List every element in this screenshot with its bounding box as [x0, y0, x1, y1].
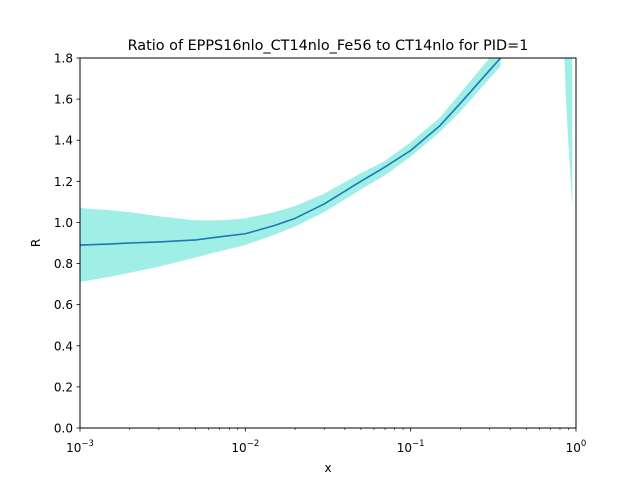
uncertainty-band-high-x — [564, 58, 573, 206]
axes-frame — [79, 57, 577, 429]
y-tick-label: 1.8 — [54, 52, 73, 66]
y-axis: 0.0 0.2 0.4 0.6 0.8 1.0 1.2 1.4 1.6 1.8 — [54, 52, 80, 436]
y-tick-label: 0.0 — [54, 422, 73, 436]
x-tick-label: 10−2 — [231, 439, 259, 455]
x-tick-label: 10−3 — [66, 439, 94, 455]
ratio-curve-0 — [80, 58, 502, 246]
uncertainty-band-0 — [80, 58, 501, 283]
chart-title: Ratio of EPPS16nlo_CT14nlo_Fe56 to CT14n… — [128, 38, 529, 54]
y-tick-label: 1.6 — [54, 93, 73, 107]
y-tick-label: 1.2 — [54, 175, 73, 189]
x-tick-label: 100 — [566, 439, 587, 455]
y-tick-label: 0.8 — [54, 257, 73, 271]
y-axis-label: R — [29, 239, 43, 247]
plot-area — [80, 58, 573, 283]
x-axis: 10−3 10−2 10−1 100 — [66, 428, 586, 455]
y-tick-label: 1.4 — [54, 134, 73, 148]
y-tick-label: 0.6 — [54, 298, 73, 312]
y-tick-label: 0.2 — [54, 380, 73, 394]
x-axis-label: x — [324, 461, 331, 475]
x-tick-label: 10−1 — [397, 439, 425, 455]
y-tick-label: 0.4 — [54, 339, 73, 353]
y-tick-label: 1.0 — [54, 216, 73, 230]
